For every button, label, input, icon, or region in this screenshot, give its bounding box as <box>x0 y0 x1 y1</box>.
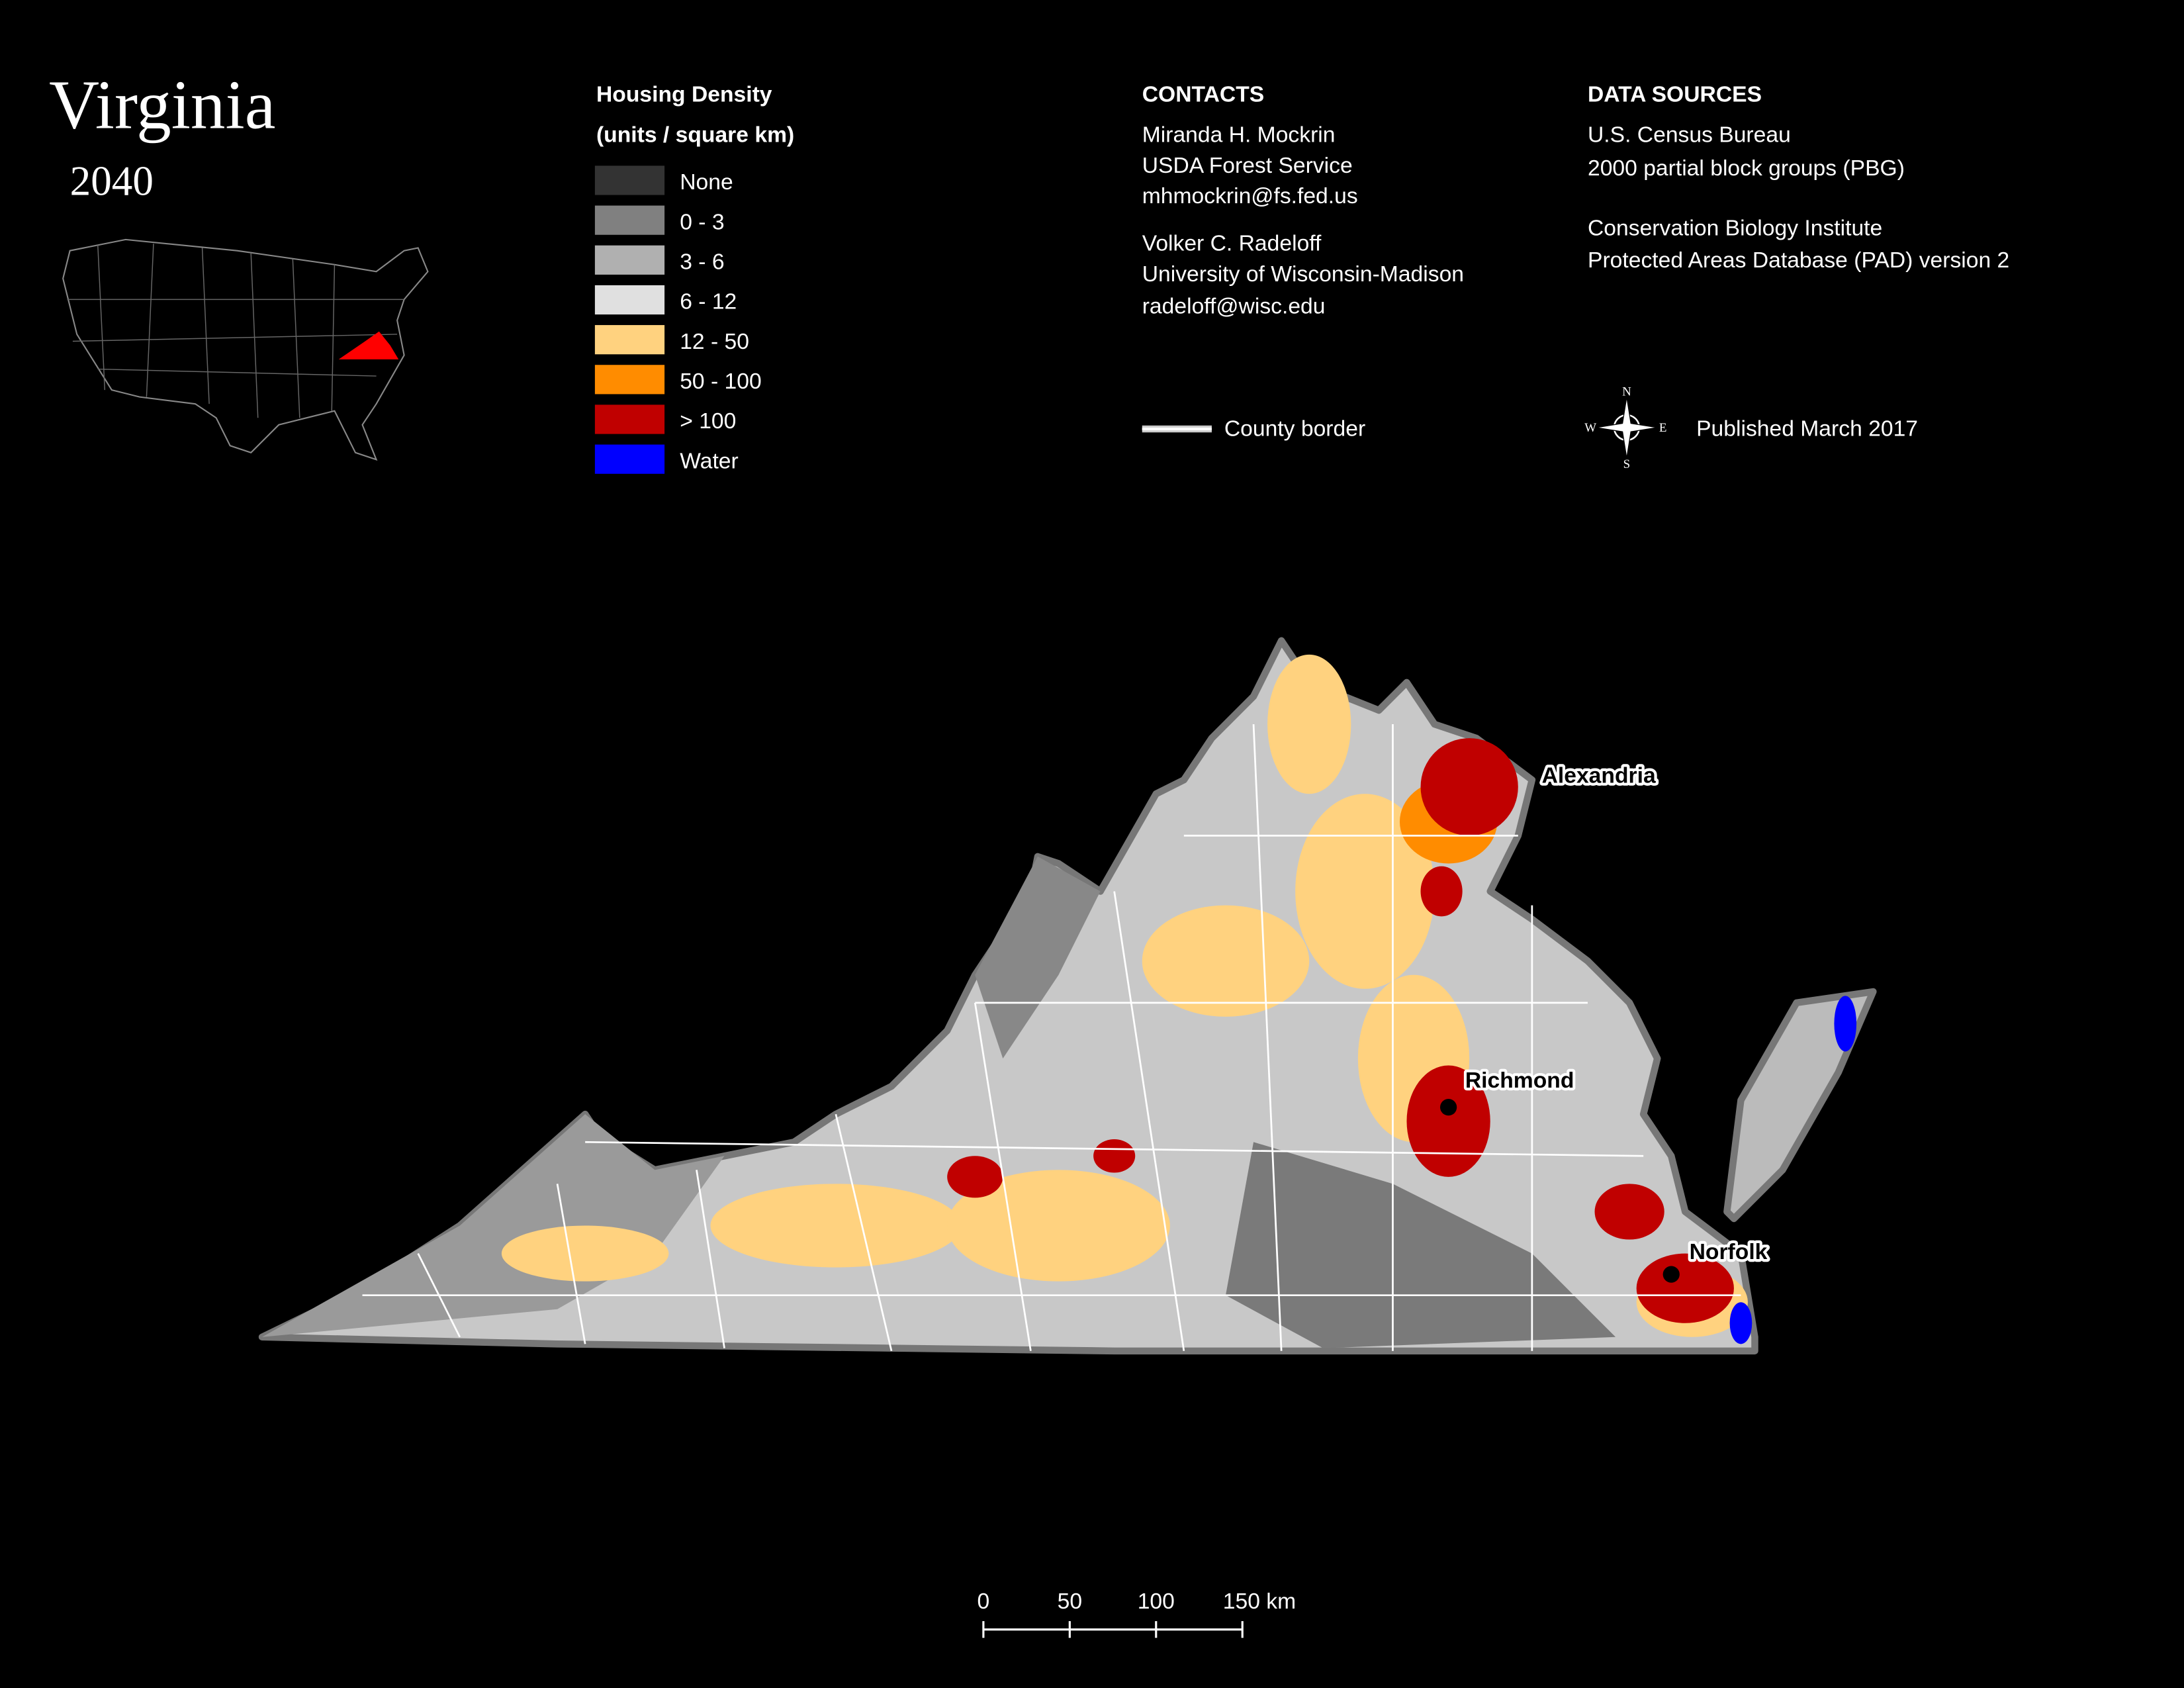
city-dot <box>1439 1099 1457 1116</box>
legend-label: Water <box>680 449 739 473</box>
patch-urban <box>1406 1065 1490 1177</box>
legend-swatch <box>594 285 665 315</box>
legend-label: 3 - 6 <box>680 250 724 274</box>
county-borders <box>362 724 1741 1352</box>
legend-title: Housing Density <box>596 83 772 107</box>
patch-mid <box>1295 794 1435 989</box>
scale-label: 100 <box>1138 1589 1175 1614</box>
state-lines <box>67 244 404 418</box>
contacts-heading: CONTACTS <box>1142 83 1264 107</box>
published-date: Published March 2017 <box>1696 417 1918 442</box>
scale-label: 50 <box>1058 1589 1082 1614</box>
map-subtitle: 2040 <box>70 158 154 205</box>
legend-swatch <box>594 444 665 474</box>
patch-urban <box>1594 1184 1664 1240</box>
legend-swatch <box>594 365 665 395</box>
compass-star <box>1596 397 1658 459</box>
patch-low <box>975 856 1101 1059</box>
patch-urban <box>1636 1253 1734 1323</box>
legend-label: > 100 <box>680 409 736 434</box>
city-label: Alexandria <box>1542 763 1656 788</box>
contact-line: radeloff@wisc.edu <box>1142 294 1326 318</box>
patch-low <box>262 1114 725 1337</box>
patch-urban <box>1093 1139 1136 1173</box>
source-line: U.S. Census Bureau <box>1588 123 1791 148</box>
patch-water <box>1729 1302 1752 1344</box>
contact-line: University of Wisconsin-Madison <box>1142 262 1464 287</box>
patch-mid <box>710 1184 962 1268</box>
compass-letter: W <box>1584 421 1596 435</box>
legend-label: 6 - 12 <box>680 290 737 314</box>
scale-bar: 0 50 100 150 km <box>978 1589 1296 1638</box>
virginia-highlight <box>338 331 399 359</box>
compass: N E S W <box>1584 385 1666 471</box>
contact-line: Miranda H. Mockrin <box>1142 123 1336 148</box>
map-title: Virginia <box>49 66 275 144</box>
density-patches <box>262 654 1857 1348</box>
legend-swatch <box>594 165 665 195</box>
compass-letter: E <box>1659 421 1667 435</box>
city-dot <box>1662 1266 1680 1283</box>
us-outline <box>62 238 429 461</box>
patch-water <box>1834 996 1857 1052</box>
compass-letter: N <box>1622 385 1631 399</box>
legend-title: (units / square km) <box>596 123 794 148</box>
city-label: Richmond <box>1465 1068 1574 1093</box>
contact-line: Volker C. Radeloff <box>1142 232 1322 256</box>
contact-line: mhmockrin@fs.fed.us <box>1142 184 1358 209</box>
scale-label: 150 km <box>1223 1589 1296 1614</box>
scale-label: 0 <box>978 1589 990 1614</box>
legend: None 0 - 3 3 - 6 6 - 12 12 - 50 50 - 100 > 100… <box>594 165 762 474</box>
patch-mid <box>1142 905 1310 1017</box>
virginia-map: Alexandria Richmond Norfolk <box>258 637 1877 1355</box>
source-line: Conservation Biology Institute <box>1588 216 1882 241</box>
source-line: Protected Areas Database (PAD) version 2 <box>1588 248 2009 273</box>
county-border-label: County border <box>1224 417 1365 442</box>
legend-swatch <box>594 404 665 434</box>
compass-letter: S <box>1623 457 1631 471</box>
city-label: Norfolk <box>1690 1240 1768 1264</box>
contact-line: USDA Forest Service <box>1142 154 1353 178</box>
patch-mid <box>501 1225 669 1282</box>
source-line: 2000 partial block groups (PBG) <box>1588 156 1905 181</box>
patch-low <box>1225 1142 1616 1348</box>
patch-urban <box>1420 866 1463 917</box>
legend-label: 50 - 100 <box>680 369 762 394</box>
patch-mid <box>1267 654 1351 794</box>
patch-urban <box>947 1156 1003 1198</box>
legend-swatch <box>594 325 665 355</box>
legend-swatch <box>594 205 665 235</box>
sources-heading: DATA SOURCES <box>1588 83 1762 107</box>
legend-swatch <box>594 245 665 275</box>
legend-label: 12 - 50 <box>680 330 749 354</box>
patch-urban <box>1420 738 1518 836</box>
legend-label: None <box>680 170 733 195</box>
legend-label: 0 - 3 <box>680 210 724 234</box>
patch-mid <box>947 1170 1170 1282</box>
us-inset <box>62 238 429 461</box>
